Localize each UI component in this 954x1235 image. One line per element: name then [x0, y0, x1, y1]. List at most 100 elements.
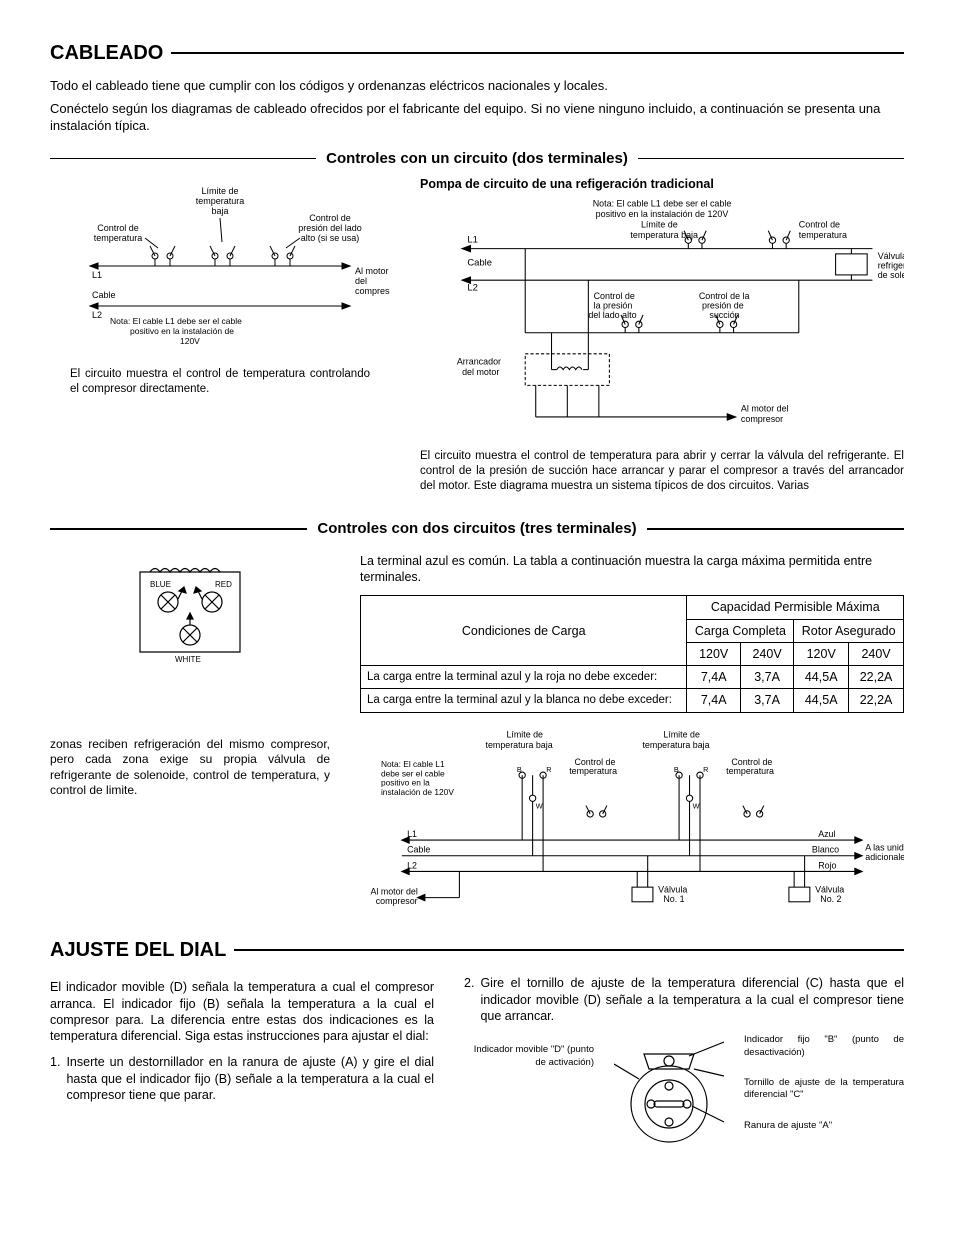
th-full: Carga Completa [687, 619, 794, 642]
svg-text:Nota: El cable L1 debe ser el: Nota: El cable L1 debe ser el cable [110, 316, 242, 326]
svg-text:temperatura: temperatura [799, 231, 847, 241]
diagram-left-caption: El circuito muestra el control de temper… [50, 367, 390, 397]
cell: 7,4A [687, 689, 740, 712]
volt-cell: 240V [849, 642, 904, 665]
red-label: RED [215, 580, 232, 589]
svg-text:positivo en la instalación de: positivo en la instalación de [130, 326, 234, 336]
section-cableado-header: CABLEADO [50, 40, 904, 66]
sub-header-2: Controles con dos circuitos (tres termin… [50, 519, 904, 539]
sub-header-1: Controles con un circuito (dos terminale… [50, 149, 904, 169]
th-locked: Rotor Asegurado [794, 619, 904, 642]
cell: 44,5A [794, 666, 849, 689]
intro-paragraph-1: Todo el cableado tiene que cumplir con l… [50, 78, 904, 95]
svg-text:120V: 120V [180, 336, 200, 346]
svg-text:No. 1: No. 1 [663, 893, 684, 903]
svg-text:Control de: Control de [309, 213, 351, 223]
dial-label-B: Indicador fijo "B" (punto de desactivaci… [744, 1034, 904, 1059]
svg-text:B: B [517, 765, 522, 774]
step-2: 2. Gire el tornillo de ajuste de la temp… [464, 975, 904, 1024]
capacity-table: Condiciones de Carga Capacidad Permisibl… [360, 595, 904, 712]
diagram-right-col: Pompa de circuito de una refigeración tr… [420, 176, 904, 505]
svg-text:temperatura: temperatura [569, 766, 617, 776]
header-rule [234, 949, 904, 951]
svg-text:W: W [536, 801, 543, 810]
svg-text:temperatura baja: temperatura baja [630, 231, 698, 241]
ajuste-col-right: 2. Gire el tornillo de ajuste de la temp… [464, 975, 904, 1154]
wiring-diagram-right: Nota: El cable L1 debe ser el cable posi… [420, 196, 904, 438]
svg-text:R: R [546, 765, 551, 774]
svg-text:temperatura baja: temperatura baja [486, 740, 553, 750]
wiring-diagram-left: Límite de temperatura baja Control de te… [50, 176, 390, 356]
svg-text:del lado alto: del lado alto [588, 310, 636, 320]
cell: 3,7A [740, 666, 793, 689]
wiring-diagram-bottom: Límite de temperatura baja Límite de tem… [360, 725, 904, 913]
svg-text:alto (si se usa): alto (si se usa) [301, 233, 360, 243]
col-right: La terminal azul es común. La tabla a co… [360, 547, 904, 713]
svg-text:Límite de: Límite de [201, 186, 238, 196]
table-intro: La terminal azul es común. La tabla a co… [360, 553, 904, 586]
svg-text:Al motor del: Al motor del [741, 404, 789, 414]
svg-text:temperatura: temperatura [94, 233, 143, 243]
svg-text:Al motor: Al motor [355, 266, 389, 276]
svg-text:compresor: compresor [376, 895, 418, 905]
cell: 7,4A [687, 666, 740, 689]
row2-label: La carga entre la terminal azul y la bla… [361, 689, 687, 712]
rule-right [647, 528, 904, 530]
diagram-row-1: Límite de temperatura baja Control de te… [50, 176, 904, 505]
col-left: BLUE RED WHITE [50, 547, 330, 713]
cell: 22,2A [849, 689, 904, 712]
rule-right [638, 158, 904, 160]
svg-text:instalación de 120V: instalación de 120V [381, 787, 454, 797]
svg-text:Rojo: Rojo [818, 860, 836, 870]
cell: 22,2A [849, 666, 904, 689]
step-2-text: Gire el tornillo de ajuste de la tempera… [480, 975, 904, 1024]
terminal-diagram: BLUE RED WHITE [120, 557, 260, 667]
ajuste-body: El indicador movible (D) señala la tempe… [50, 975, 904, 1154]
dial-diagram [614, 1034, 724, 1154]
th-cap: Capacidad Permisible Máxima [687, 596, 904, 619]
svg-text:Nota: El cable L1 debe ser el: Nota: El cable L1 debe ser el cable [593, 199, 732, 209]
dial-labels-right: Indicador fijo "B" (punto de desactivaci… [744, 1034, 904, 1150]
step-1: 1. Inserte un destornillador en la ranur… [50, 1054, 434, 1103]
svg-text:B: B [674, 765, 679, 774]
side-note: zonas reciben refrigeración del mismo co… [50, 737, 330, 799]
blue-label: BLUE [150, 580, 171, 589]
side-note-col: zonas reciben refrigeración del mismo co… [50, 725, 330, 918]
svg-text:Azul: Azul [818, 829, 835, 839]
volt-cell: 120V [687, 642, 740, 665]
svg-text:Límite de: Límite de [506, 729, 543, 739]
svg-text:L2: L2 [92, 310, 102, 320]
sub-title-2: Controles con dos circuitos (tres termin… [317, 519, 636, 539]
svg-text:adicionales: adicionales [865, 852, 904, 862]
volt-cell: 120V [794, 642, 849, 665]
svg-text:Cable: Cable [407, 844, 430, 854]
svg-text:Cable: Cable [467, 258, 492, 269]
cell: 44,5A [794, 689, 849, 712]
diagram-right-caption: El circuito muestra el control de temper… [420, 449, 904, 494]
svg-text:Límite de: Límite de [663, 729, 700, 739]
step-1-text: Inserte un destornillador en la ranura d… [66, 1054, 434, 1103]
th-cond: Condiciones de Carga [361, 596, 687, 666]
row-mid: BLUE RED WHITE La terminal azul es común… [50, 547, 904, 713]
step-2-num: 2. [464, 975, 474, 1024]
svg-text:de solenoide: de solenoide [878, 270, 904, 280]
rule-left [50, 528, 307, 530]
svg-text:positivo en la instalación de: positivo en la instalación de 120V [596, 209, 729, 219]
svg-text:Cable: Cable [92, 290, 116, 300]
volt-cell: 240V [740, 642, 793, 665]
svg-text:L2: L2 [467, 283, 478, 294]
sub-title-1: Controles con un circuito (dos terminale… [326, 149, 628, 169]
dial-label-C: Tornillo de ajuste de la temperatura dif… [744, 1077, 904, 1102]
svg-text:temperatura: temperatura [726, 766, 774, 776]
row-bottom: zonas reciben refrigeración del mismo co… [50, 725, 904, 918]
svg-text:Límite de: Límite de [641, 220, 678, 230]
section-title-2: AJUSTE DEL DIAL [50, 937, 226, 963]
pump-title: Pompa de circuito de una refigeración tr… [420, 176, 904, 192]
svg-text:Blanco: Blanco [812, 844, 839, 854]
svg-text:Arrancador: Arrancador [457, 357, 501, 367]
dial-labels-left: Indicador movible "D" (punto de activaci… [464, 1034, 594, 1087]
step-1-num: 1. [50, 1054, 60, 1103]
diagram-bottom-col: Límite de temperatura baja Límite de tem… [360, 725, 904, 918]
dial-label-D: Indicador movible "D" (punto de activaci… [464, 1044, 594, 1069]
svg-text:compresor: compresor [741, 415, 783, 425]
